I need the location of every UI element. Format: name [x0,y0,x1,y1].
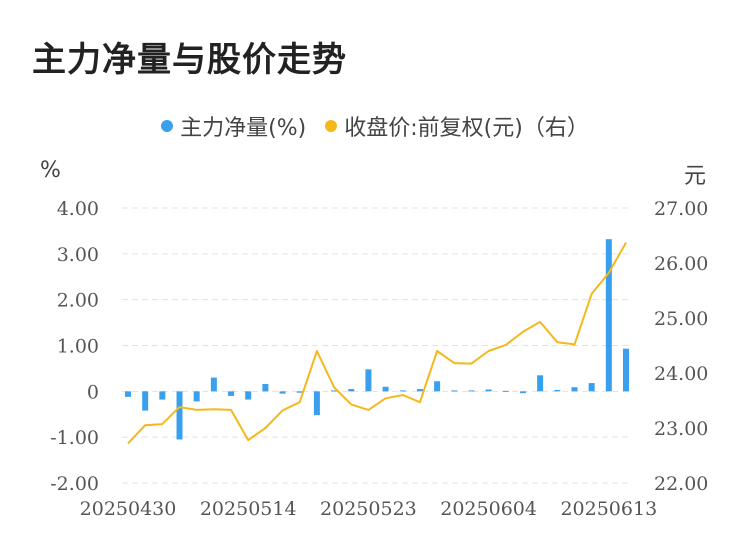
bar-main-net [210,377,217,392]
bar-main-net [365,369,372,392]
bar-main-net [434,381,441,392]
legend-label-close-price: 收盘价:前复权(元)（右） [344,116,589,141]
chart-title: 主力净量与股价走势 [32,40,347,80]
bar-main-net [245,391,252,400]
right-axis-unit: 元 [684,164,707,189]
bar-main-net [554,389,561,392]
left-axis-tick: -2.00 [50,473,99,495]
bar-main-net [193,391,200,402]
left-axis-tick: 0 [87,381,99,403]
x-axis-tick: 20250430 [80,498,177,520]
bar-main-net [571,387,578,392]
x-axis-tick: 20250514 [200,498,297,520]
right-axis-tick: 23.00 [654,418,708,440]
bar-main-net [125,391,131,397]
legend-label-main-net: 主力净量(%) [180,116,307,141]
legend-item-main-net[interactable]: 主力净量(%) [161,110,306,142]
bar-main-net [605,239,612,392]
bar-main-net [296,391,303,393]
left-axis-tick: 3.00 [57,244,99,266]
bar-main-net [416,389,423,392]
x-axis-tick: 20250613 [560,498,657,520]
legend: 主力净量(%) 收盘价:前复权(元)（右） [0,110,750,142]
bar-main-net [399,390,406,392]
left-axis-unit: % [40,158,61,183]
bar-main-net [588,383,595,392]
right-axis-tick: 25.00 [654,308,708,330]
bar-main-net [502,390,509,392]
left-axis-tick: -1.00 [50,427,99,449]
bar-main-net [519,391,526,394]
bar-main-net [313,391,320,416]
right-axis-tick: 22.00 [654,473,708,495]
bar-main-net [382,386,389,392]
legend-marker-close-price [325,120,338,132]
right-axis-tick: 27.00 [654,198,708,220]
left-axis-tick: 4.00 [57,198,99,220]
bar-main-net [468,390,475,392]
bar-main-net [485,389,492,392]
bar-main-net [348,389,355,392]
bar-main-net [451,390,458,392]
bar-main-net [331,390,338,392]
bar-main-net [262,384,269,392]
x-axis-tick: 20250604 [440,498,537,520]
bar-main-net [159,391,166,400]
left-axis-tick: 2.00 [57,290,99,312]
bar-main-net [176,391,183,440]
left-axis-tick: 1.00 [57,336,99,358]
bar-main-net [228,391,235,396]
line-close-price [127,242,627,445]
bar-main-net [142,391,149,411]
bar-main-net [279,391,286,394]
legend-item-close-price[interactable]: 收盘价:前复权(元)（右） [325,110,589,142]
bar-main-net [537,375,544,392]
x-axis-tick: 20250523 [320,498,417,520]
right-axis-tick: 26.00 [654,253,708,275]
right-axis-tick: 24.00 [654,363,708,385]
legend-marker-main-net [161,120,174,132]
bar-main-net [623,348,629,392]
